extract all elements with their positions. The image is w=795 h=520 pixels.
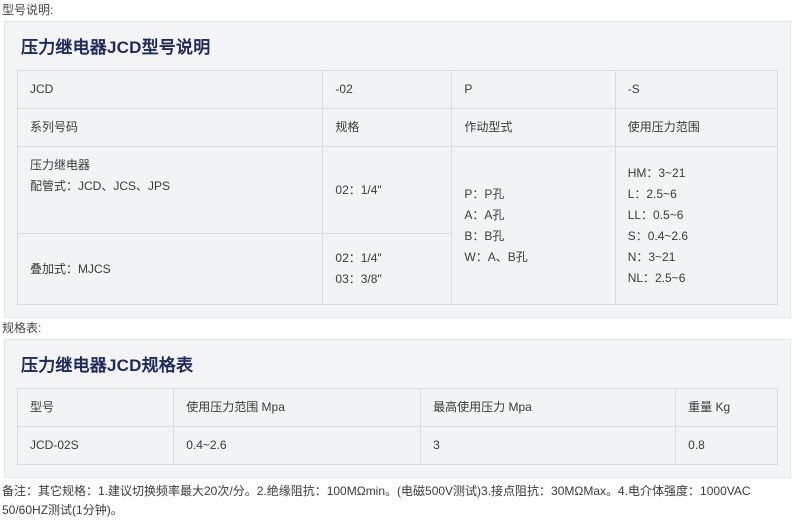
cell-text: HM：3~21	[627, 165, 686, 180]
model-description-table: JCD -02 P -S 系列号码 规格 作动型式 使用压力范围 压力继电器 配…	[16, 70, 779, 305]
table-header-row: 型号 使用压力范围 Mpa 最高使用压力 Mpa 重量 Kg	[16, 388, 778, 427]
table-row: 系列号码 规格 作动型式 使用压力范围	[16, 108, 779, 147]
cell-text: -02	[335, 82, 353, 96]
spec-table: 型号 使用压力范围 Mpa 最高使用压力 Mpa 重量 Kg JCD-02S 0…	[16, 388, 778, 465]
cell-size-value: -02	[322, 70, 453, 109]
cell-text: -S	[627, 82, 640, 96]
column-header-pressure-range: 使用压力范围 Mpa	[173, 388, 422, 427]
cell-piping-type: 压力继电器 配管式：JCD、JCS、JPS	[16, 146, 324, 234]
cell-text: W：A、B孔	[464, 249, 528, 264]
cell-text: LL：0.5~6	[627, 207, 684, 222]
cell-text: L：2.5~6	[627, 186, 677, 201]
caption-model-desc: 型号说明:	[2, 3, 54, 17]
cell-text: 使用压力范围	[627, 120, 700, 134]
page-root: 型号说明: 压力继电器JCD型号说明 JCD -02 P -S 系列号码 规格	[2, 3, 791, 517]
cell-text: 02：1/4"	[335, 251, 382, 265]
spec-table-title: 压力继电器JCD规格表	[21, 356, 194, 375]
cell-text: 配管式：JCD、JCS、JPS	[30, 179, 171, 193]
cell-text: 叠加式：MJCS	[30, 261, 111, 276]
cell-max-pressure: 3	[420, 426, 677, 465]
table-row: JCD -02 P -S	[16, 70, 779, 109]
cell-stacked-type: 叠加式：MJCS	[16, 233, 324, 305]
cell-series-code-label: 系列号码	[16, 108, 324, 147]
page-title: 压力继电器JCD型号说明	[21, 38, 211, 57]
cell-pressure-range-options: HM：3~21 L：2.5~6 LL：0.5~6 S：0.4~2.6 N：3~2…	[614, 146, 779, 305]
cell-text: 规格	[335, 120, 360, 134]
cell-text: N：3~21	[627, 249, 676, 264]
cell-text: 系列号码	[30, 120, 79, 134]
footnote-line-1: 备注：其它规格：1.建议切换频率最大20次/分。2.绝缘阻抗：100MΩmin。…	[2, 484, 751, 498]
cell-size-piping: 02：1/4"	[322, 146, 453, 234]
column-header-max-pressure: 最高使用压力 Mpa	[420, 388, 677, 427]
cell-pressure-range-value: -S	[614, 70, 779, 109]
cell-text: JCD	[30, 82, 54, 96]
cell-text: NL：2.5~6	[627, 270, 686, 285]
cell-action-type-label: 作动型式	[451, 108, 616, 147]
cell-text: 压力继电器	[30, 158, 91, 172]
model-description-panel: 压力继电器JCD型号说明 JCD -02 P -S 系列号码 规格 作动型式	[4, 21, 791, 318]
cell-action-type-value: P	[451, 70, 616, 109]
footnote-line-2: 50/60HZ测试(1分钟)。	[2, 503, 123, 517]
table-row: 叠加式：MJCS 02：1/4" 03：3/8"	[16, 233, 778, 305]
cell-text: 02：1/4"	[335, 182, 382, 197]
cell-text: A：A孔	[464, 207, 505, 222]
cell-pressure-range-label: 使用压力范围	[614, 108, 779, 147]
cell-model: JCD-02S	[16, 426, 175, 465]
cell-pressure-range: 0.4~2.6	[173, 426, 422, 465]
table-row: 压力继电器 配管式：JCD、JCS、JPS 02：1/4" P：P孔 A：A孔 …	[16, 146, 779, 305]
spec-table-panel: 压力继电器JCD规格表 型号 使用压力范围 Mpa 最高使用压力 Mpa 重量 …	[4, 339, 791, 478]
cell-weight: 0.8	[675, 426, 778, 465]
cell-text: 作动型式	[464, 120, 513, 134]
cell-text: S：0.4~2.6	[627, 228, 689, 243]
column-header-model: 型号	[16, 388, 175, 427]
table-row: JCD-02S 0.4~2.6 3 0.8	[16, 426, 778, 465]
cell-text: 03：3/8"	[335, 272, 382, 286]
cell-size-stacked: 02：1/4" 03：3/8"	[322, 233, 453, 305]
cell-text: P	[464, 82, 473, 96]
column-header-weight: 重量 Kg	[675, 388, 778, 427]
caption-spec-table: 规格表:	[2, 321, 42, 335]
cell-text: B：B孔	[464, 228, 505, 243]
cell-action-type-options: P：P孔 A：A孔 B：B孔 W：A、B孔	[451, 146, 616, 305]
footnote: 备注：其它规格：1.建议切换频率最大20次/分。2.绝缘阻抗：100MΩmin。…	[0, 478, 795, 520]
cell-size-label: 规格	[322, 108, 453, 147]
cell-series-code-value: JCD	[16, 70, 324, 109]
cell-text: P：P孔	[464, 186, 505, 201]
